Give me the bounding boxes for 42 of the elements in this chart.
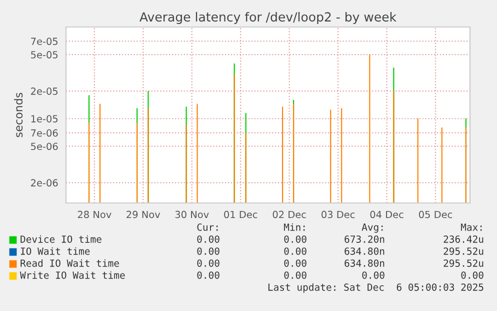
text: Max: xyxy=(460,224,482,231)
text: 0.00 xyxy=(284,235,306,243)
legend-label: Read IO Wait time xyxy=(20,259,119,267)
text: 0.00 xyxy=(284,259,306,267)
text: 236.42u xyxy=(444,235,484,243)
text: 0.00 xyxy=(197,247,220,255)
y-tick-label: 7e-06 xyxy=(31,129,58,137)
text: 0.00 xyxy=(197,271,220,279)
text: 0.00 xyxy=(284,247,306,255)
text: 295.52u xyxy=(444,247,484,255)
text: Avg: xyxy=(362,224,383,233)
x-tick-label: 04 Dec xyxy=(370,210,404,218)
legend-label: Write IO Wait time xyxy=(20,271,125,279)
x-tick-label: 02 Dec xyxy=(272,210,306,218)
x-tick-label: 29 Nov xyxy=(126,210,160,218)
y-tick-label: 5e-06 xyxy=(31,142,58,150)
text: 634.80n xyxy=(344,259,384,267)
legend-label: Device IO time xyxy=(20,235,102,243)
y-tick-label: 1e-05 xyxy=(31,115,58,122)
y-tick-label: 2e-05 xyxy=(31,88,58,95)
y-tick-label: 2e-06 xyxy=(31,179,58,187)
text: 0.00 xyxy=(461,271,484,279)
legend-label: IO Wait time xyxy=(20,247,90,255)
text: Last update: Sat Dec 6 05:00:03 2025 xyxy=(268,283,484,293)
text: 0.00 xyxy=(197,259,220,267)
x-tick-label: 28 Nov xyxy=(78,210,112,218)
text: 673.20n xyxy=(344,235,384,243)
text: 0.00 xyxy=(362,271,384,279)
text: 0.00 xyxy=(197,235,220,243)
y-axis-title: seconds xyxy=(14,92,23,138)
text: 634.80n xyxy=(344,247,384,255)
chart-title: Average latency for /dev/loop2 - by week xyxy=(140,12,396,24)
x-tick-label: 30 Nov xyxy=(175,210,209,218)
text: 0.00 xyxy=(284,271,306,279)
y-tick-label: 7e-05 xyxy=(31,38,58,46)
y-tick-label: 5e-05 xyxy=(31,51,58,58)
text: Cur: xyxy=(197,223,218,231)
text: 295.52u xyxy=(444,259,484,267)
x-tick-label: 05 Dec xyxy=(418,210,452,218)
x-tick-label: 03 Dec xyxy=(322,210,355,218)
x-tick-label: 01 Dec xyxy=(224,210,258,218)
text: Min: xyxy=(284,223,305,231)
